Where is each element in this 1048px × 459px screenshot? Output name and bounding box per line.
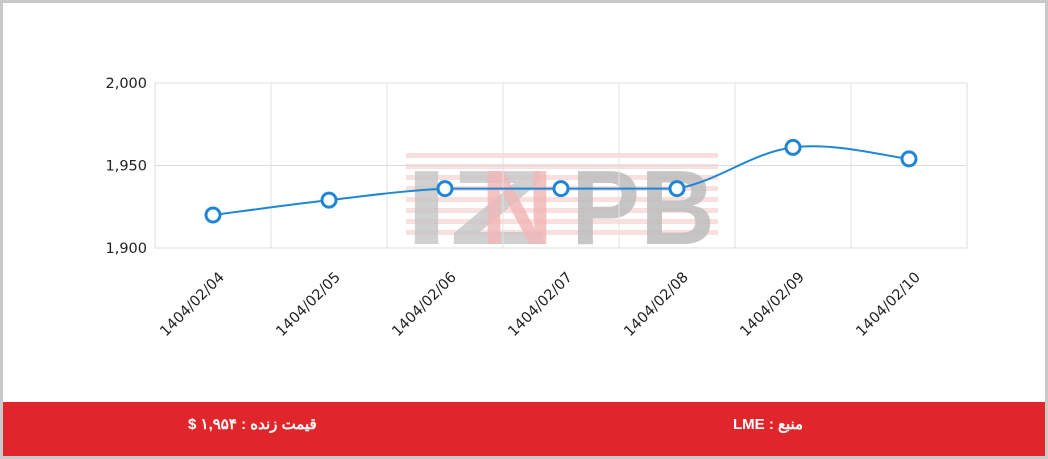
x-tick-label: 1404/02/07: [505, 270, 575, 340]
watermark-glyphs: PB: [571, 149, 715, 267]
data-point: [204, 206, 222, 224]
x-tick-label: 1404/02/05: [273, 270, 343, 340]
live-price-label: قیمت زنده : ۱,۹۵۴ $: [188, 416, 317, 433]
data-point: [900, 150, 918, 168]
price-series: [204, 138, 918, 224]
x-axis-ticks: 1404/02/04 1404/02/05 1404/02/06 1404/02/07…: [157, 270, 923, 340]
x-tick-label: 1404/02/09: [737, 270, 807, 340]
chart-frame: IZ N PB 1,900 1,950 2,000 1404/02/04 1404/02/…: [3, 3, 1045, 456]
x-tick-label: 1404/02/06: [389, 270, 459, 340]
data-point: [436, 180, 454, 198]
watermark-logo: IZN PB: [404, 149, 718, 267]
data-point: [552, 180, 570, 198]
y-axis-ticks: 1,900 1,950 2,000: [105, 76, 147, 257]
data-point: [668, 180, 686, 198]
x-tick-label: 1404/02/08: [621, 270, 691, 340]
watermark-glyphs: IZ: [404, 149, 548, 267]
y-tick-label: 2,000: [105, 76, 147, 92]
y-tick-label: 1,900: [105, 241, 147, 257]
data-point: [784, 138, 802, 156]
footer-bar: قیمت زنده : ۱,۹۵۴ $ منبع : LME: [3, 402, 1045, 456]
x-tick-label: 1404/02/10: [853, 270, 923, 340]
y-tick-label: 1,950: [105, 159, 147, 175]
chart-grid: [154, 82, 968, 249]
x-tick-label: 1404/02/04: [157, 270, 227, 340]
source-label: منبع : LME: [733, 416, 804, 433]
watermark-glyphs: N: [481, 149, 553, 267]
data-point: [320, 191, 338, 209]
